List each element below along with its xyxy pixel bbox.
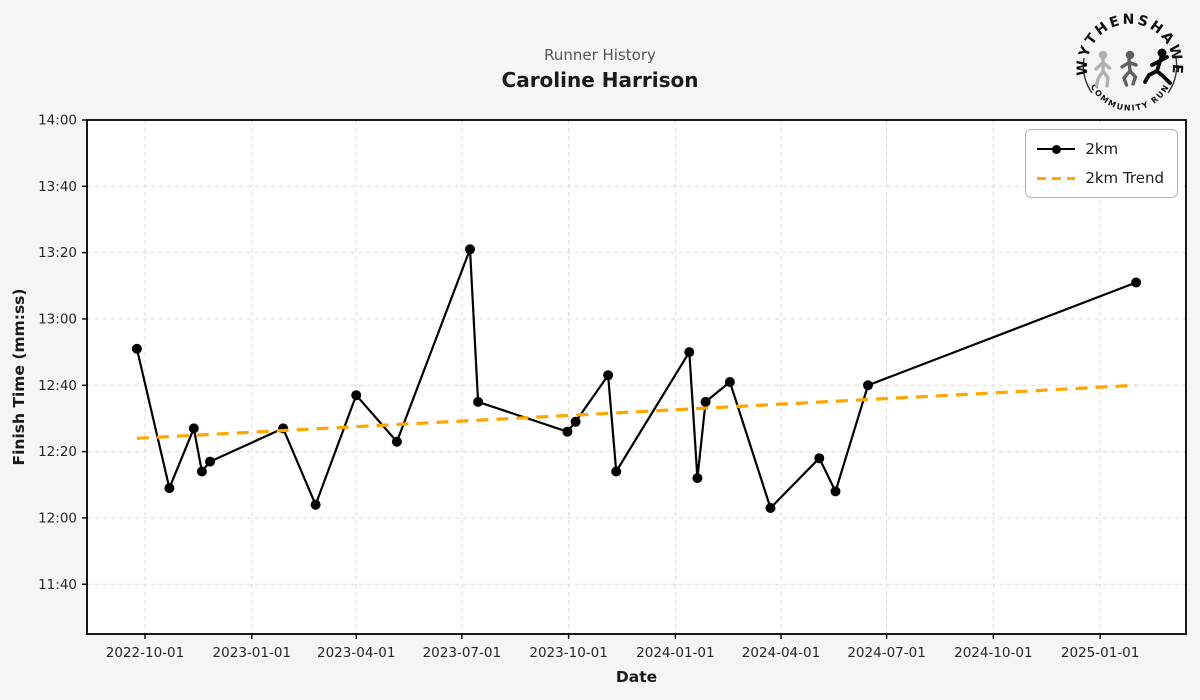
logo-bottom-text: COMMUNITY RUN (1089, 82, 1172, 112)
data-point-3 (196, 466, 207, 477)
data-point-22 (863, 380, 873, 391)
data-point-8 (391, 436, 402, 447)
y-tick-label: 11:40 (38, 577, 77, 593)
x-axis-label: Date (616, 668, 657, 686)
data-point-17 (700, 396, 711, 407)
runner-silhouette-right (1143, 48, 1172, 85)
x-tick-label: 2023-10-01 (529, 645, 607, 661)
x-tick-label: 2024-04-01 (742, 645, 820, 661)
legend-dashed-sample (1037, 176, 1076, 180)
logo-ring-left (1082, 57, 1093, 94)
club-logo: WYTHENSHAWE COMMUNITY RUN (1075, 12, 1183, 113)
data-point-11 (562, 426, 573, 437)
data-point-0 (131, 343, 142, 354)
data-point-15 (684, 347, 695, 358)
data-point-23 (1131, 277, 1142, 288)
y-tick-label: 12:00 (38, 510, 77, 526)
data-point-4 (205, 456, 215, 467)
data-point-18 (724, 377, 735, 387)
legend-label-2km-trend: 2km Trend (1085, 169, 1164, 187)
y-axis-label: Finish Time (mm:ss) (10, 289, 28, 466)
y-tick-label: 12:20 (38, 444, 77, 460)
data-point-1 (164, 483, 175, 494)
x-tick-label: 2024-07-01 (847, 645, 925, 661)
series-markers (131, 244, 1142, 513)
legend-marker-dot (1051, 144, 1061, 154)
y-tick-label: 14:00 (38, 113, 77, 129)
x-tick-label: 2023-04-01 (317, 645, 395, 661)
x-tick-label: 2025-01-01 (1061, 645, 1139, 661)
plot-border (86, 119, 1187, 635)
y-tick-label: 13:40 (38, 179, 77, 195)
data-point-19 (765, 503, 776, 513)
x-tick-label: 2023-01-01 (213, 645, 291, 661)
data-point-20 (814, 453, 825, 464)
runner-silhouette-left (1094, 50, 1112, 88)
x-tick-label: 2022-10-01 (106, 645, 184, 661)
tick-labels: 2022-10-01 2023-01-01 2023-04-01 2023-07-01… (38, 113, 1139, 662)
data-point-6 (310, 499, 321, 510)
data-point-10 (473, 396, 484, 407)
data-point-2 (188, 423, 199, 434)
series-2km-trend (136, 383, 1137, 440)
logo-ring-right (1167, 57, 1178, 94)
legend-item-2km-trend: 2km Trend (1037, 168, 1164, 188)
data-point-16 (692, 473, 703, 484)
data-point-7 (351, 390, 362, 401)
plot-area (87, 120, 1186, 634)
legend-item-2km: 2km (1037, 139, 1164, 159)
y-tick-label: 13:20 (38, 245, 77, 261)
y-tick-label: 13:00 (38, 311, 77, 327)
data-point-9 (465, 244, 475, 255)
data-point-12 (570, 416, 581, 427)
x-tick-label: 2023-07-01 (423, 645, 501, 661)
x-tick-label: 2024-01-01 (636, 645, 714, 661)
legend-line-marker-sample (1037, 144, 1076, 154)
y-tick-label: 12:40 (38, 378, 77, 394)
legend-label-2km: 2km (1085, 140, 1119, 158)
legend: 2km 2km Trend (1025, 129, 1178, 198)
data-point-13 (603, 370, 614, 381)
data-point-21 (830, 486, 841, 497)
data-point-14 (611, 466, 622, 477)
runner-silhouette-middle (1120, 50, 1138, 87)
x-tick-label: 2024-10-01 (954, 645, 1032, 661)
